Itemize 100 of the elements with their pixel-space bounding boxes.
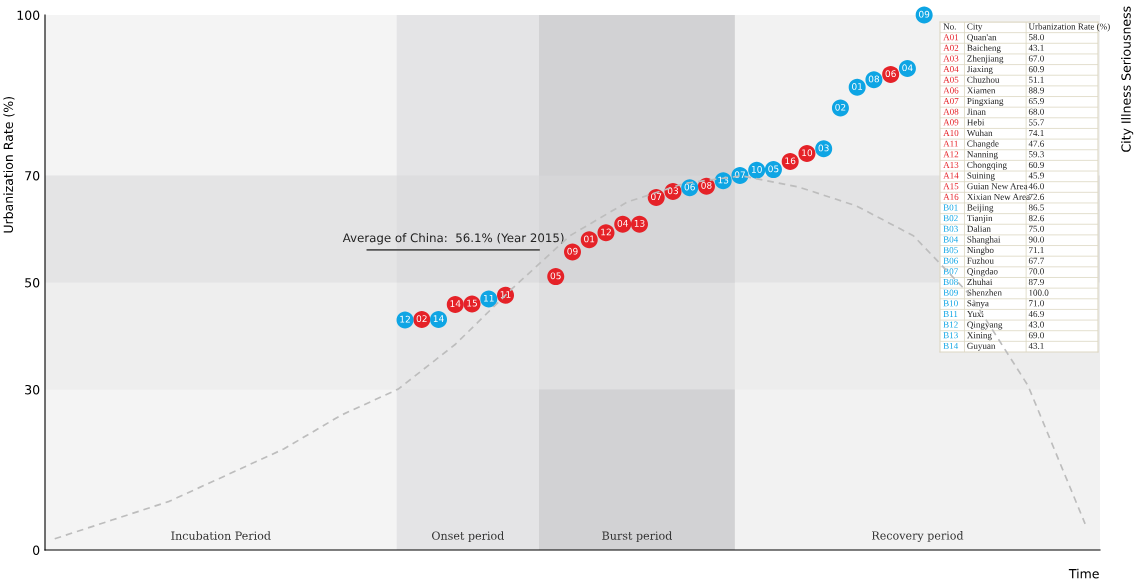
annotation: 03 xyxy=(818,144,829,152)
annotation: B08 xyxy=(943,278,958,286)
annotation: 67.7 xyxy=(1028,257,1045,264)
annotation: 05 xyxy=(550,272,561,280)
annotation: 65.9 xyxy=(1028,98,1044,105)
annotation: B01 xyxy=(943,204,958,211)
annotation: 11 xyxy=(484,294,494,302)
annotation: A08 xyxy=(943,108,959,115)
annotation: 04 xyxy=(902,64,913,72)
annotation: 74.1 xyxy=(1029,129,1044,137)
annotation: 88.9 xyxy=(1028,87,1044,94)
annotation: A13 xyxy=(943,161,959,168)
annotation: Beijing xyxy=(967,204,994,213)
annotation: A02 xyxy=(943,44,959,51)
annotation: 02 xyxy=(835,103,846,111)
annotation: 51.1 xyxy=(1029,76,1044,83)
annotation: A11 xyxy=(943,140,958,147)
annotation: 43.1 xyxy=(1028,342,1044,349)
annotation: Chuzhou xyxy=(967,76,1000,83)
annotation: Burst period xyxy=(602,531,672,542)
y-tick-label: 0 xyxy=(33,545,40,555)
annotation: Incubation Period xyxy=(171,531,271,540)
annotation: 13 xyxy=(634,219,645,227)
y-tick-label: 100 xyxy=(17,10,40,20)
annotation: 09 xyxy=(567,247,578,255)
annotation: Onset period xyxy=(432,531,504,542)
annotation: 45.9 xyxy=(1028,172,1044,179)
annotation: B09 xyxy=(943,289,958,296)
annotation: 90.0 xyxy=(1028,236,1044,243)
annotation: Zhenjiang xyxy=(967,55,1004,64)
annotation: Qingyang xyxy=(967,321,1003,330)
annotation: 75.0 xyxy=(1029,225,1044,232)
annotation: 03 xyxy=(667,187,678,195)
annotation: 12 xyxy=(601,228,611,236)
annotation: 68.0 xyxy=(1028,108,1044,115)
annotation: Quan'an xyxy=(967,34,997,42)
annotation: Urbanization Rate (%) xyxy=(1028,23,1110,32)
annotation: 16 xyxy=(785,157,796,165)
annotation: Dalian xyxy=(967,225,991,232)
annotation: 10 xyxy=(802,149,813,157)
annotation: 71.1 xyxy=(1029,247,1044,254)
annotation: Suining xyxy=(967,172,995,181)
annotation: Wuhan xyxy=(966,129,993,137)
annotation: 72.6 xyxy=(1029,193,1045,200)
y-tick-label: 30 xyxy=(25,384,40,395)
annotation: A05 xyxy=(943,76,959,83)
annotation: A07 xyxy=(943,98,959,105)
annotation: 13 xyxy=(718,176,729,184)
annotation: 06 xyxy=(885,70,896,77)
annotation: 15 xyxy=(467,299,477,307)
annotation: Changde xyxy=(967,140,999,149)
annotation: 71.0 xyxy=(1029,300,1044,307)
annotation: 82.6 xyxy=(1028,215,1045,222)
annotation: 09 xyxy=(919,10,930,18)
annotation: B05 xyxy=(943,247,958,254)
annotation: A03 xyxy=(943,55,959,62)
annotation: Baicheng xyxy=(967,44,1001,53)
annotation: B14 xyxy=(943,342,959,349)
annotation: B12 xyxy=(943,321,958,328)
annotation: 60.9 xyxy=(1028,66,1044,73)
annotation: Ningbo xyxy=(967,246,994,255)
annotation: 07 xyxy=(651,193,662,201)
annotation: 55.7 xyxy=(1029,119,1045,126)
annotation: 08 xyxy=(868,75,880,83)
annotation: Pingxiang xyxy=(967,98,1004,106)
annotation: 100.0 xyxy=(1029,289,1049,296)
ref-line-label: Average of China: 56.1% (Year 2015) xyxy=(342,233,564,245)
annotation: 14 xyxy=(433,315,444,322)
annotation: 69.0 xyxy=(1028,332,1044,339)
annotation: 04 xyxy=(617,219,628,227)
annotation: 12 xyxy=(400,315,410,323)
annotation: City xyxy=(967,23,983,32)
annotation: Nanning xyxy=(967,151,998,160)
annotation: Zhuhai xyxy=(967,278,993,286)
annotation: A04 xyxy=(943,66,959,73)
annotation: B02 xyxy=(943,215,958,222)
annotation: Fuzhou xyxy=(967,257,994,264)
annotation: 70.0 xyxy=(1029,268,1044,275)
annotation: 10 xyxy=(751,165,762,173)
annotation: 43.0 xyxy=(1028,321,1044,328)
annotation: B13 xyxy=(943,332,958,339)
x-axis-title: Time xyxy=(1068,568,1099,579)
annotation: Recovery period xyxy=(871,531,964,542)
annotation: 11 xyxy=(500,291,511,298)
annotation: 46.9 xyxy=(1028,310,1044,318)
annotation: Yuxi xyxy=(966,310,984,317)
annotation: 47.6 xyxy=(1028,140,1045,147)
annotation: B11 xyxy=(943,310,958,317)
annotation: Sanya xyxy=(967,300,989,309)
annotation: 87.9 xyxy=(1028,278,1044,286)
annotation: A12 xyxy=(943,151,959,158)
annotation: B04 xyxy=(943,236,959,243)
annotation: A06 xyxy=(943,87,959,94)
annotation: 05 xyxy=(768,165,779,173)
y-tick-label: 70 xyxy=(25,170,40,181)
annotation: Xining xyxy=(967,332,992,341)
annotation: A16 xyxy=(943,193,959,200)
annotation: B10 xyxy=(943,300,958,307)
annotation: B06 xyxy=(943,257,958,264)
annotation: Guyuan xyxy=(967,342,996,351)
